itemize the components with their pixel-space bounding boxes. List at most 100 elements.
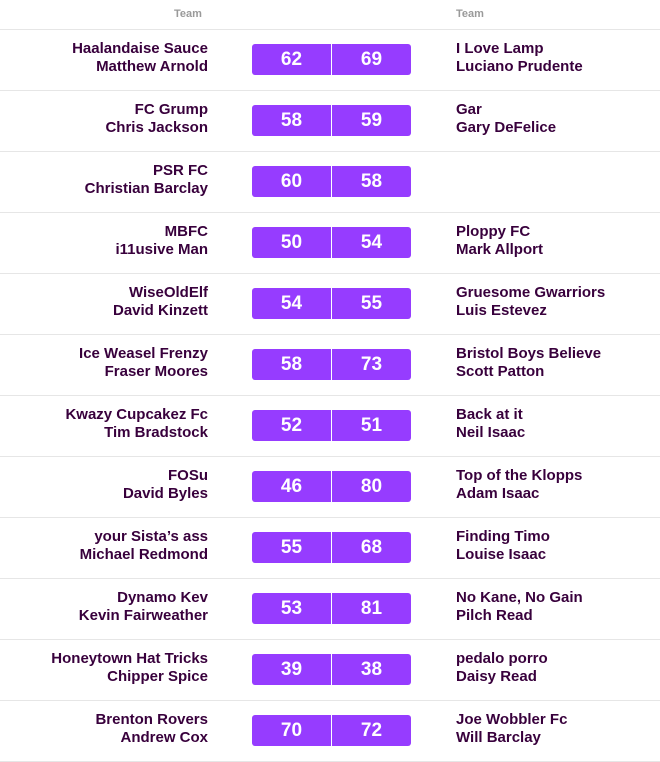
home-team-info[interactable]: FOSu David Byles [123,467,208,503]
home-team-name[interactable]: your Sista’s ass [94,528,208,545]
away-team-info[interactable]: Ploppy FC Mark Allport [456,223,543,259]
home-score: 58 [252,349,331,380]
away-team-info[interactable]: Gruesome Gwarriors Luis Estevez [456,284,605,320]
score-box[interactable]: 53 81 [252,593,411,624]
score-box[interactable]: 55 68 [252,532,411,563]
score-box[interactable]: 58 59 [252,105,411,136]
away-manager-name: Louise Isaac [456,546,547,563]
home-score: 46 [252,471,331,502]
home-team-info[interactable]: your Sista’s ass Michael Redmond [80,528,208,564]
away-score: 72 [332,715,411,746]
home-team-info[interactable]: Honeytown Hat Tricks Chipper Spice [51,650,208,686]
away-manager-name: Pilch Read [456,607,533,624]
away-score: 55 [332,288,411,319]
away-team-column-header: Team [456,8,484,20]
home-team-name[interactable]: FC Grump [134,101,208,118]
away-team-name[interactable]: Bristol Boys Believe [456,345,602,362]
away-team-info[interactable]: Top of the Klopps Adam Isaac [456,467,582,503]
home-team-name[interactable]: Dynamo Kev [117,589,208,606]
home-manager-name: David Byles [122,485,208,502]
home-score: 60 [252,166,331,197]
home-team-name[interactable]: Brenton Rovers [95,711,208,728]
away-team-name[interactable]: Gar [456,101,482,118]
fixture-row[interactable]: MBFC i11usive Man 50 54 Ploppy FC Mark Allpor… [0,213,660,274]
fixture-row[interactable]: PSR FC Christian Barclay 60 58 [0,152,660,213]
score-box[interactable]: 62 69 [252,44,411,75]
score-box[interactable]: 54 55 [252,288,411,319]
away-team-info[interactable]: Joe Wobbler Fc Will Barclay [456,711,567,747]
home-team-name[interactable]: Honeytown Hat Tricks [51,650,208,667]
fixture-row[interactable]: your Sista’s ass Michael Redmond 55 68 Findi… [0,518,660,579]
away-score: 38 [332,654,411,685]
home-team-info[interactable]: Kwazy Cupcakez Fc Tim Bradstock [65,406,208,442]
home-team-info[interactable]: WiseOldElf David Kinzett [113,284,208,320]
fixture-row[interactable]: Kwazy Cupcakez Fc Tim Bradstock 52 51 Back a… [0,396,660,457]
home-team-column-header: Team [174,8,202,20]
home-score: 70 [252,715,331,746]
fixture-row[interactable]: FOSu David Byles 46 80 Top of the Klopps Adam… [0,457,660,518]
away-team-name[interactable]: Top of the Klopps [456,467,583,484]
home-team-name[interactable]: PSR FC [152,162,208,179]
home-team-info[interactable]: Dynamo Kev Kevin Fairweather [79,589,208,625]
away-team-name[interactable]: I Love Lamp [456,40,544,57]
away-team-info[interactable]: Finding Timo Louise Isaac [456,528,550,564]
fixture-row[interactable]: FC Grump Chris Jackson 58 59 Gar Gary DeFelic… [0,91,660,152]
home-team-name[interactable]: MBFC [164,223,208,240]
away-team-info[interactable]: Back at it Neil Isaac [456,406,525,442]
home-manager-name: Christian Barclay [84,180,208,197]
away-team-name[interactable]: Joe Wobbler Fc [456,711,568,728]
away-team-info[interactable]: I Love Lamp Luciano Prudente [456,40,583,76]
score-box[interactable]: 46 80 [252,471,411,502]
away-score: 54 [332,227,411,258]
home-team-name[interactable]: Haalandaise Sauce [72,40,208,57]
home-score: 62 [252,44,331,75]
score-box[interactable]: 52 51 [252,410,411,441]
home-team-info[interactable]: FC Grump Chris Jackson [105,101,208,137]
home-team-name[interactable]: Ice Weasel Frenzy [79,345,208,362]
home-manager-name: David Kinzett [112,302,208,319]
home-score: 39 [252,654,331,685]
home-manager-name: Kevin Fairweather [78,607,208,624]
away-team-info[interactable]: No Kane, No Gain Pilch Read [456,589,583,625]
away-score: 59 [332,105,411,136]
score-box[interactable]: 70 72 [252,715,411,746]
home-team-info[interactable]: PSR FC Christian Barclay [85,162,208,198]
home-team-info[interactable]: Brenton Rovers Andrew Cox [95,711,208,747]
home-team-name[interactable]: WiseOldElf [128,284,208,301]
away-team-name[interactable]: Back at it [456,406,523,423]
away-team-name[interactable]: Finding Timo [456,528,550,545]
away-team-info[interactable]: Gar Gary DeFelice [456,101,556,137]
away-team-info[interactable]: pedalo porro Daisy Read [456,650,548,686]
fixture-row[interactable]: Haalandaise Sauce Matthew Arnold 62 69 I Lov… [0,30,660,91]
score-box[interactable]: 50 54 [252,227,411,258]
away-team-info[interactable]: Bristol Boys Believe Scott Patton [456,345,601,381]
home-manager-name: Fraser Moores [104,363,208,380]
home-manager-name: Andrew Cox [120,729,208,746]
away-team-name[interactable]: Gruesome Gwarriors [456,284,606,301]
fixture-row[interactable]: Brenton Rovers Andrew Cox 70 72 Joe Wobbler … [0,701,660,762]
fixture-row[interactable]: Ice Weasel Frenzy Fraser Moores 58 73 Bristo… [0,335,660,396]
score-box[interactable]: 39 38 [252,654,411,685]
away-manager-name: Daisy Read [456,668,537,685]
away-team-name[interactable]: No Kane, No Gain [456,589,583,606]
home-score: 54 [252,288,331,319]
fixture-row[interactable]: Dynamo Kev Kevin Fairweather 53 81 No Kane, … [0,579,660,640]
home-manager-name: Matthew Arnold [96,58,208,75]
away-team-name[interactable]: pedalo porro [456,650,548,667]
home-team-info[interactable]: MBFC i11usive Man [115,223,208,259]
fixture-row[interactable]: Honeytown Hat Tricks Chipper Spice 39 38 ped… [0,640,660,701]
away-team-name[interactable]: Ploppy FC [456,223,531,240]
home-team-name[interactable]: Kwazy Cupcakez Fc [65,406,208,423]
fixture-row[interactable]: WiseOldElf David Kinzett 54 55 Gruesome Gwar… [0,274,660,335]
home-team-info[interactable]: Ice Weasel Frenzy Fraser Moores [79,345,208,381]
away-manager-name: Adam Isaac [456,485,540,502]
home-team-name[interactable]: FOSu [168,467,208,484]
away-manager-name: Scott Patton [456,363,545,380]
score-box[interactable]: 58 73 [252,349,411,380]
home-team-info[interactable]: Haalandaise Sauce Matthew Arnold [72,40,208,76]
score-box[interactable]: 60 58 [252,166,411,197]
home-manager-name: Chris Jackson [105,119,208,136]
home-score: 50 [252,227,331,258]
away-manager-name: Will Barclay [456,729,541,746]
